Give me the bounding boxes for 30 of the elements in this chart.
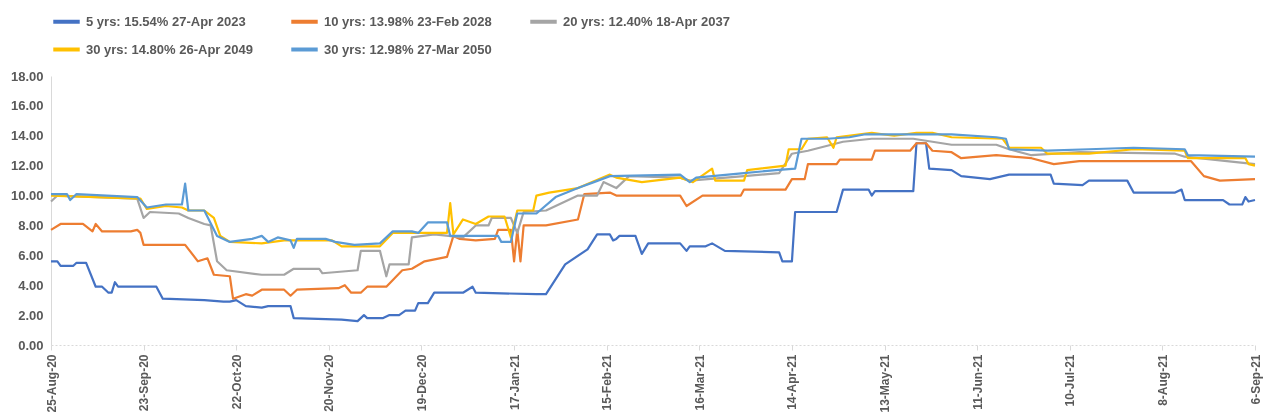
x-tick-label: 19-Dec-20 [414, 354, 429, 412]
x-tick-label: 13-May-21 [878, 354, 893, 413]
y-tick-label: 4.00 [18, 277, 44, 293]
y-tick-label: 6.00 [18, 247, 44, 263]
x-tick-label: 17-Jan-21 [507, 354, 522, 410]
y-tick-label: 18.00 [10, 68, 44, 84]
line-series [49, 137, 1257, 278]
legend-label: 30 yrs: 12.98% 27-Mar 2050 [324, 41, 492, 57]
x-tick-label: 8-Aug-21 [1155, 354, 1170, 406]
x-tick-label: 15-Feb-21 [600, 354, 615, 411]
x-tick-label: 11-Jun-21 [970, 354, 985, 410]
y-tick-label: 12.00 [10, 158, 44, 174]
x-tick-label: 16-Mar-21 [692, 354, 707, 411]
y-tick-label: 2.00 [18, 307, 44, 323]
x-tick-label: 14-Apr-21 [785, 354, 800, 410]
x-tick-label: 10-Jul-21 [1063, 354, 1078, 407]
legend-label: 30 yrs: 14.80% 26-Apr 2049 [86, 41, 253, 57]
x-tick-label: 23-Sep-20 [137, 354, 152, 412]
x-tick-label: 22-Oct-20 [229, 354, 244, 410]
x-tick-label: 6-Sep-21 [1248, 354, 1263, 405]
y-tick-label: 14.00 [10, 128, 44, 144]
y-tick-label: 16.00 [10, 98, 44, 114]
x-tick-label: 25-Aug-20 [44, 354, 59, 413]
y-tick-label: 10.00 [10, 188, 44, 204]
legend-label: 20 yrs: 12.40% 18-Apr 2037 [563, 13, 730, 29]
y-tick-label: 8.00 [18, 217, 44, 233]
y-tick-label: 0.00 [18, 337, 44, 353]
legend-label: 10 yrs: 13.98% 23-Feb 2028 [324, 13, 492, 29]
x-tick-label: 20-Nov-20 [322, 354, 337, 412]
legend-label: 5 yrs: 15.54% 27-Apr 2023 [86, 13, 246, 29]
